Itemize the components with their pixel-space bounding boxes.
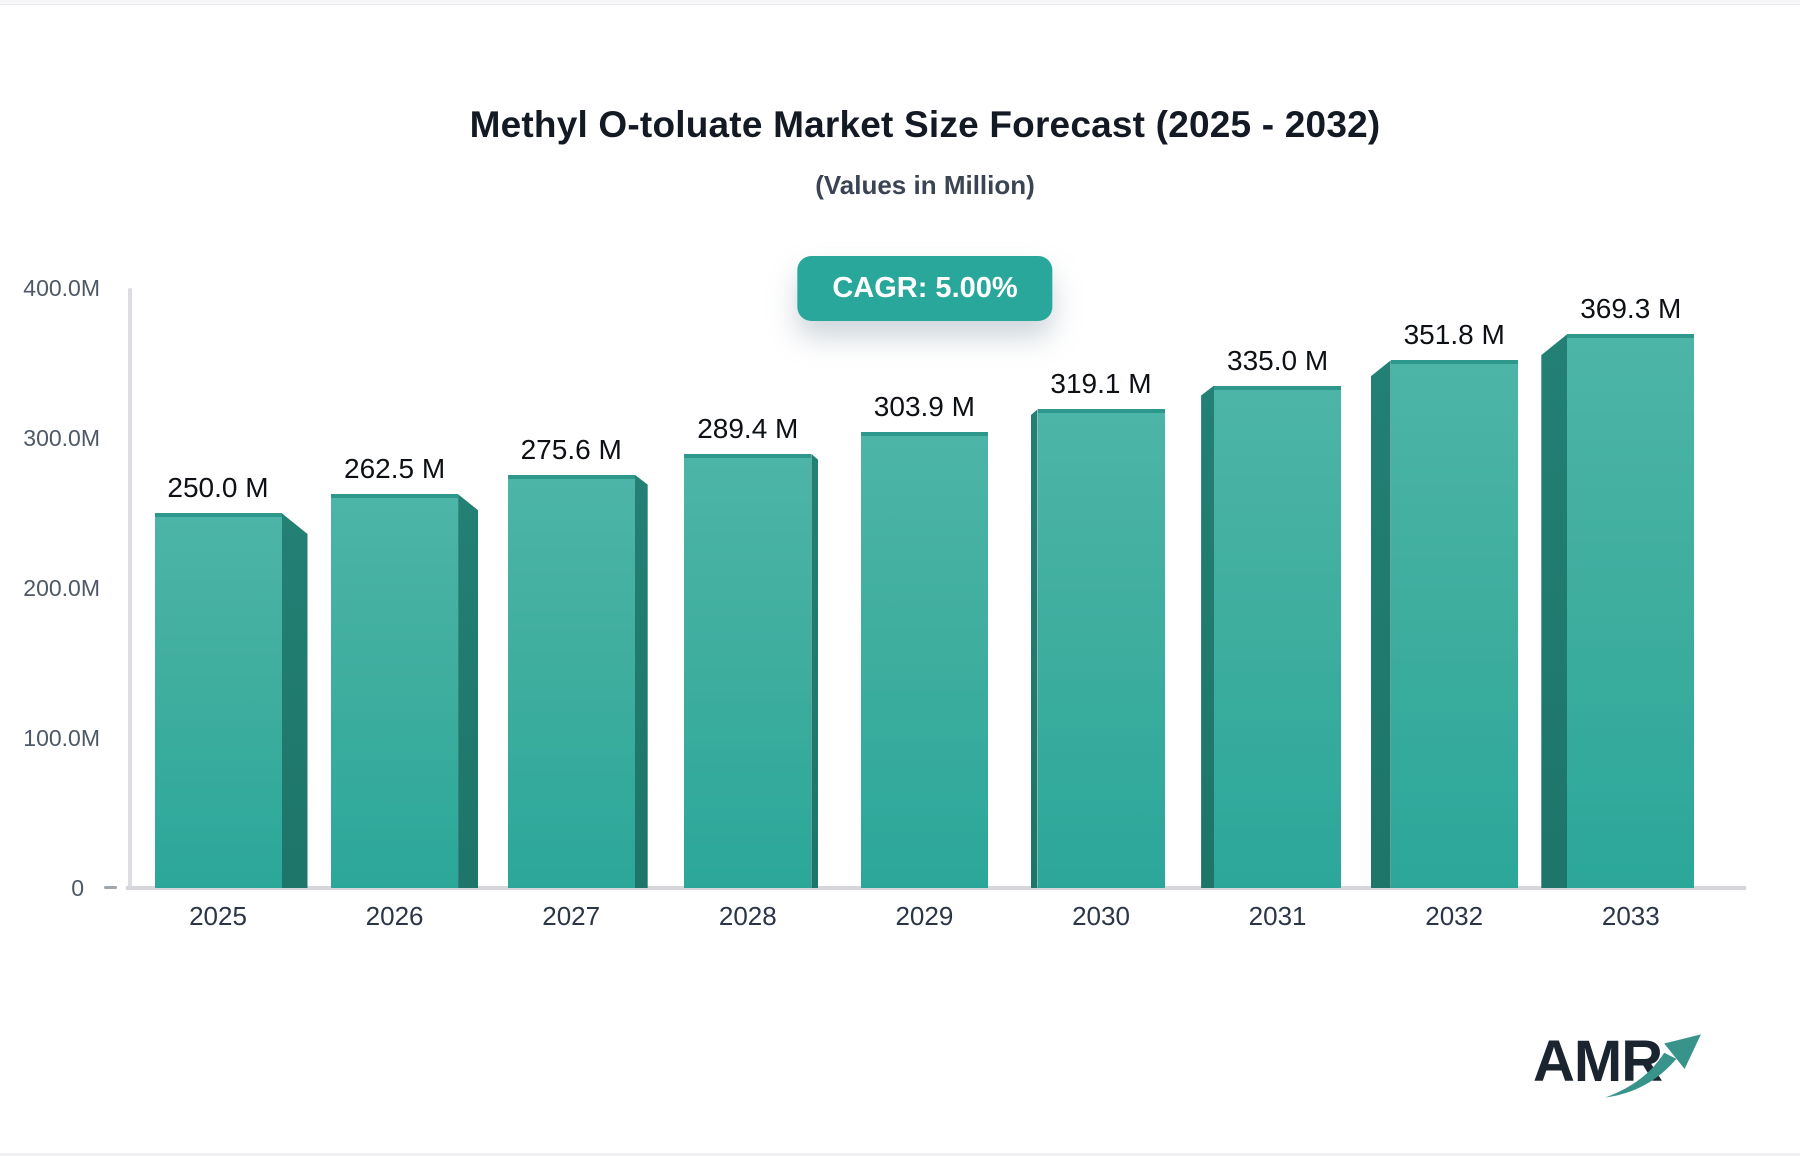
bar-face: [154, 513, 282, 888]
bar-value-label: 303.9 M: [873, 391, 975, 423]
top-border-line: [0, 0, 1800, 5]
y-tick-label: 0: [71, 875, 84, 901]
bar-2026: 262.5 M 2026: [331, 453, 479, 931]
bar-2027: 275.6 M 2027: [507, 434, 648, 931]
bar-value-label: 262.5 M: [344, 453, 446, 485]
bar-face: [1390, 360, 1518, 888]
bar-value-label: 289.4 M: [697, 412, 799, 444]
bar-2030: 319.1 M 2030: [1030, 368, 1165, 931]
y-axis-line: [128, 288, 132, 888]
bar-top-edge: [1567, 334, 1695, 339]
x-axis-year-label: 2028: [718, 901, 777, 931]
x-axis-year-label: 2025: [189, 901, 247, 931]
bar-top-edge: [154, 513, 282, 517]
bar-side-left: [1030, 409, 1038, 888]
x-axis-year-label: 2030: [1072, 901, 1130, 931]
bar-face: [507, 474, 635, 888]
y-tick-label: 200.0M: [23, 575, 100, 601]
bar-2031: 335.0 M 2031: [1201, 345, 1342, 931]
amr-logo: AMR: [1533, 1028, 1733, 1128]
bar-value-label: 335.0 M: [1227, 344, 1329, 376]
bar-side-left: [1541, 334, 1568, 888]
x-axis-year-label: 2029: [895, 901, 954, 931]
bar-value-label: 351.8 M: [1403, 319, 1505, 351]
bar-top-edge: [860, 432, 988, 437]
bar-value-label: 250.0 M: [167, 472, 269, 503]
bar-side-right: [281, 513, 308, 888]
y-tick-label: 400.0M: [23, 275, 100, 301]
zero-tick-mark: [104, 886, 117, 889]
bar-2029: 303.9 M 2029: [860, 391, 988, 931]
cagr-badge: CAGR: 5.00%: [797, 256, 1053, 321]
bar-2028: 289.4 M 2028: [684, 413, 819, 931]
x-axis-year-label: 2027: [542, 901, 601, 931]
bar-value-label: 369.3 M: [1580, 293, 1682, 325]
trend-arrow-icon: [1605, 1034, 1701, 1098]
bar-side-left: [1370, 360, 1391, 888]
x-axis-year-label: 2032: [1425, 901, 1484, 931]
x-axis-line: [126, 886, 1746, 890]
chart-title: Methyl O-toluate Market Size Forecast (2…: [469, 104, 1381, 145]
bar-top-edge: [331, 494, 459, 499]
bar-face: [1214, 385, 1342, 888]
bar-side-left: [1201, 385, 1215, 888]
bar-value-label: 319.1 M: [1050, 368, 1152, 400]
bar-2033: 369.3 M 2033: [1541, 293, 1695, 931]
chart-subtitle: (Values in Million): [815, 170, 1035, 200]
bottom-border-line: [0, 1153, 1800, 1156]
bar-face: [684, 453, 812, 888]
y-tick-label: 300.0M: [23, 425, 100, 451]
x-axis-year-label: 2026: [365, 901, 424, 931]
bar-face: [331, 494, 459, 888]
x-axis-year-label: 2033: [1601, 901, 1660, 931]
y-tick-label: 100.0M: [23, 725, 100, 751]
bar-face: [1567, 334, 1695, 888]
bar-side-right: [811, 453, 819, 888]
x-axis-year-label: 2031: [1248, 901, 1307, 931]
bar-top-edge: [1037, 409, 1165, 414]
bar-top-edge: [684, 453, 812, 458]
bar-value-label: 275.6 M: [520, 433, 622, 465]
bar-face: [1037, 409, 1165, 888]
bar-2032: 351.8 M 2032: [1370, 319, 1518, 931]
bar-side-right: [634, 474, 648, 888]
bar-side-right: [458, 494, 479, 888]
bar-2025: 250.0 M 2025: [154, 472, 308, 931]
bar-top-edge: [1390, 360, 1518, 365]
bar-top-edge: [1214, 385, 1342, 390]
bar-top-edge: [507, 474, 635, 479]
bar-face: [860, 432, 988, 888]
